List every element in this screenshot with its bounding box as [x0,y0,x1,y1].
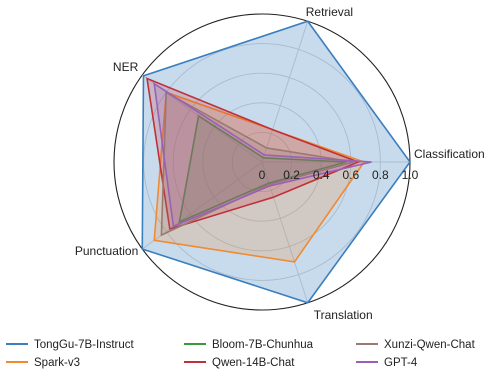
legend-label: Spark-v3 [34,357,80,369]
series-tonggu-7b-instruct [141,20,411,304]
tick-label: 0 [259,168,266,182]
series-bloom-7b-chunhua [178,114,347,224]
legend-item: Qwen-14B-Chat [184,357,295,369]
legend-item: Bloom-7B-Chunhua [184,339,314,351]
series-gpt-4 [153,82,372,228]
radar-series [141,20,411,304]
axis-label-retrieval: Retrieval [306,5,353,19]
legend-label: Bloom-7B-Chunhua [212,339,314,351]
series-qwen-14b-chat [146,77,361,231]
radar-grid [113,13,411,311]
legend-item: GPT-4 [356,357,418,369]
tick-label: 0.8 [372,168,389,182]
legend-label: GPT-4 [384,357,418,369]
legend-label: Qwen-14B-Chat [212,357,295,369]
tick-label: 0.2 [283,168,300,182]
legend-item: Xunzi-Qwen-Chat [356,339,476,351]
tick-label: 0.4 [313,168,330,182]
radar-axis-labels: Classification Retrieval NER Punctuation Tra… [75,5,485,322]
legend-label: TongGu-7B-Instruct [34,339,135,351]
axis-label-ner: NER [113,60,139,74]
tick-label: 1.0 [402,168,419,182]
legend-item: Spark-v3 [6,357,80,369]
legend-item: TongGu-7B-Instruct [6,339,135,351]
axis-label-classification: Classification [414,147,485,161]
tick-label: 0.6 [342,168,359,182]
series-xunzi-qwen-chat [160,91,354,237]
radar-tick-labels: 0 0.2 0.4 0.6 0.8 1.0 [259,168,419,182]
legend: TongGu-7B-Instruct Spark-v3 Bloom-7B-Chunh… [6,339,476,369]
axis-label-translation: Translation [314,308,373,322]
grid-spoke [261,21,309,163]
legend-label: Xunzi-Qwen-Chat [384,339,476,351]
axis-label-punctuation: Punctuation [75,244,138,258]
